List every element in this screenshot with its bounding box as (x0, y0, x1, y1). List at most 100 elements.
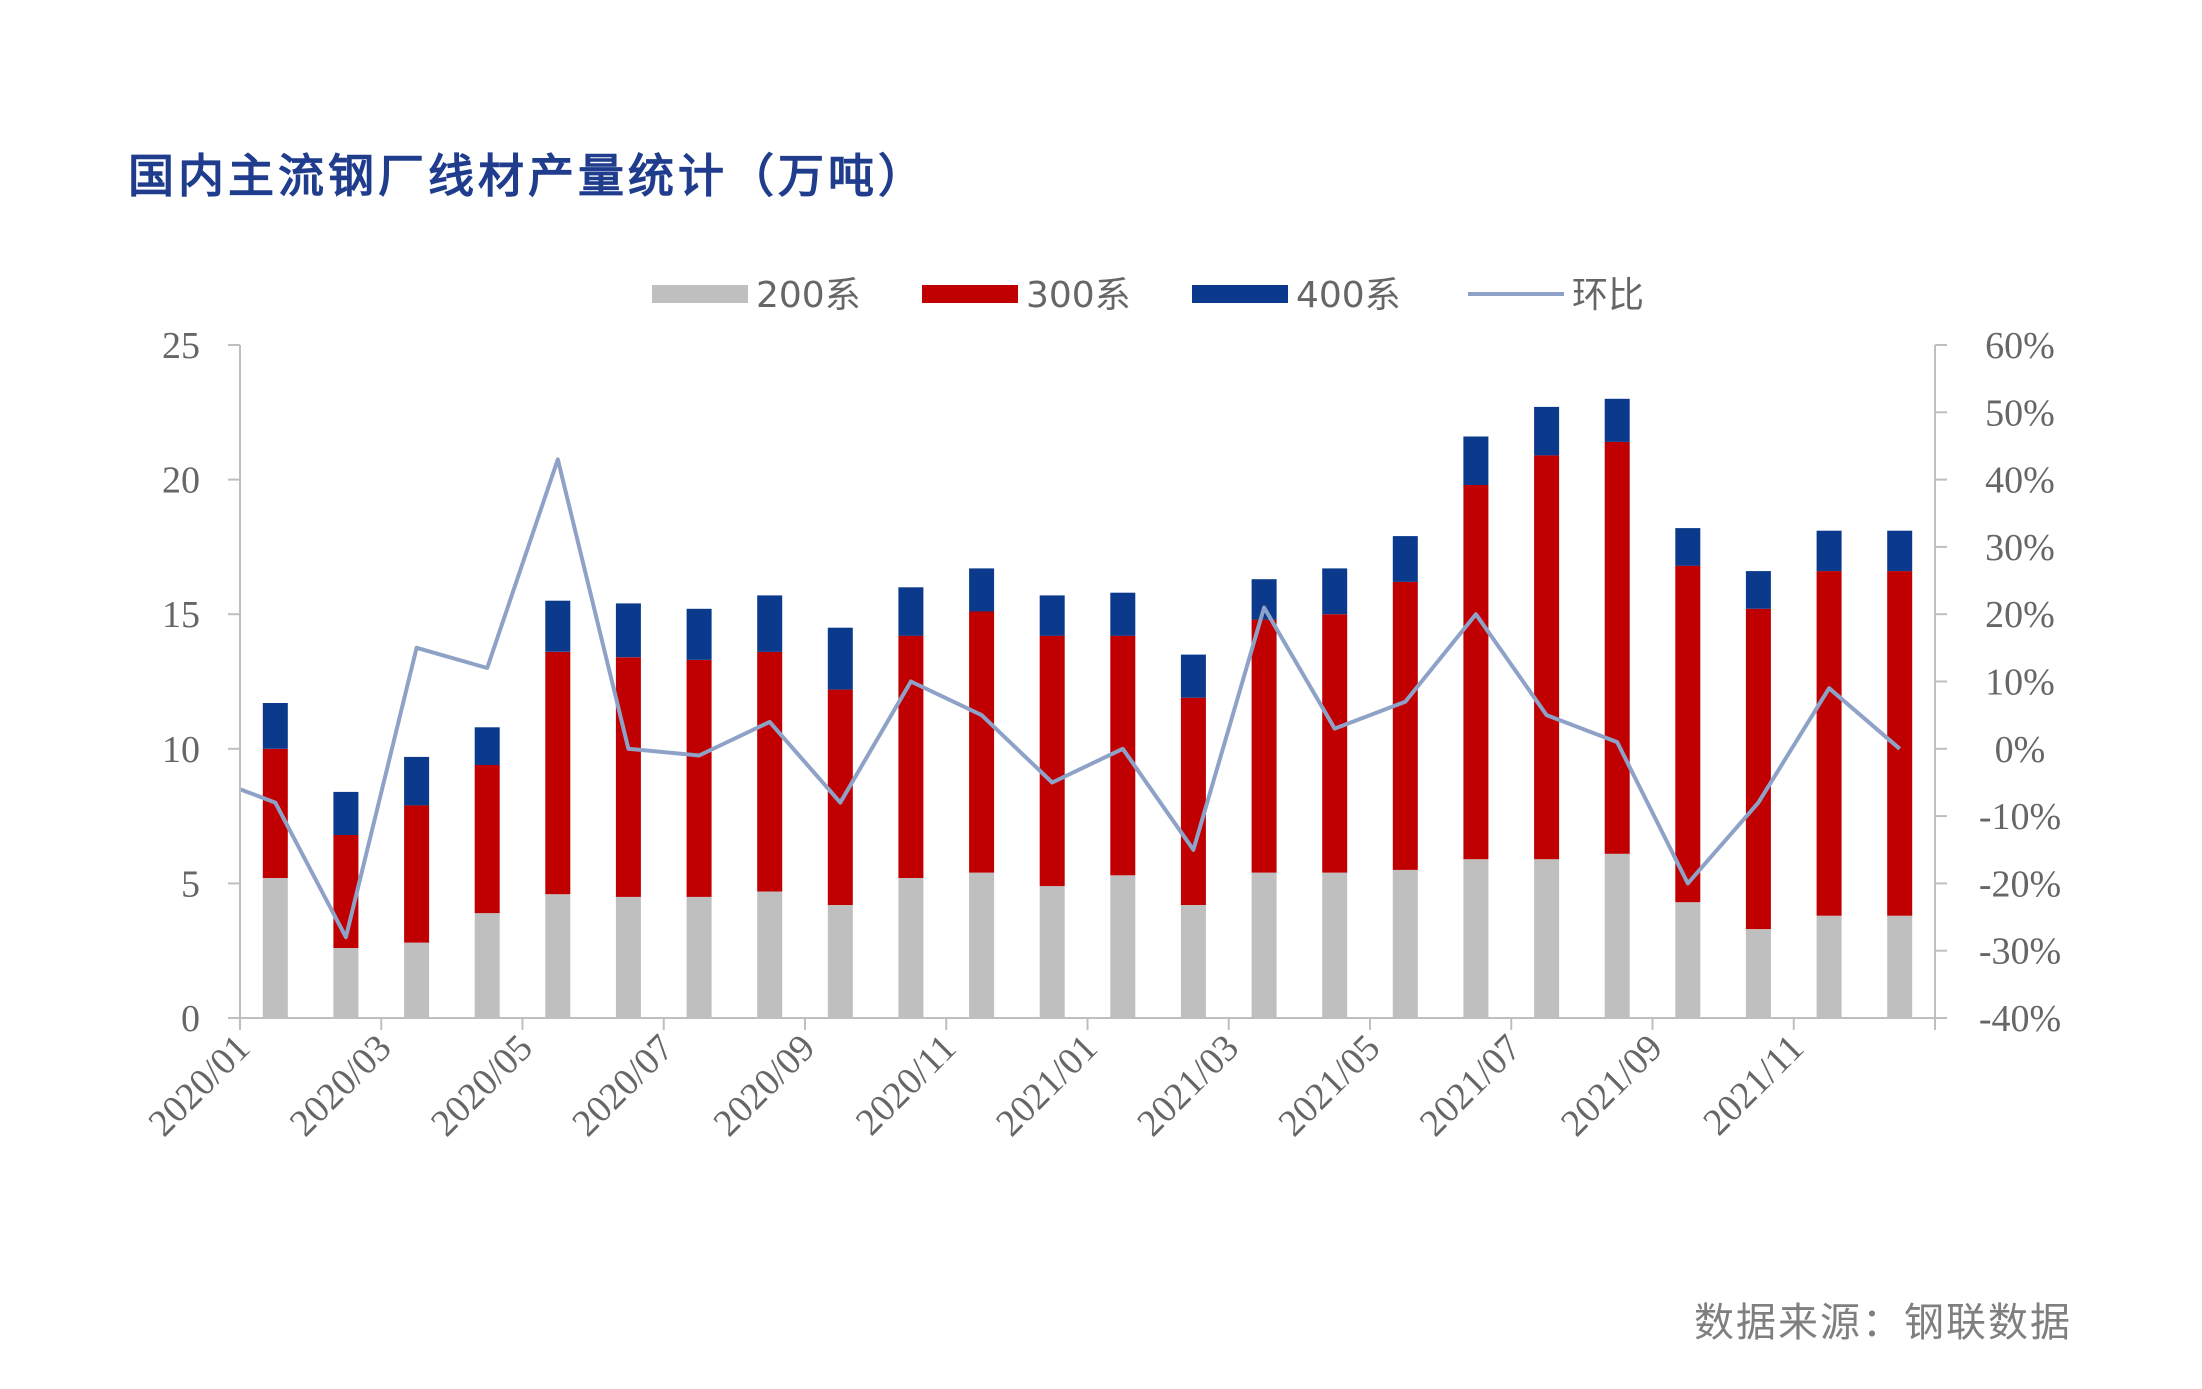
bar-300系-2020/12 (1039, 635, 1065, 887)
page-title: 国内主流钢厂线材产量统计（万吨） (128, 149, 928, 203)
bar-400系-2021/04 (1322, 568, 1348, 615)
bar-300系-2021/02 (1180, 697, 1206, 905)
bar-200系-2021/12 (1887, 915, 1913, 1018)
legend-label-300系: 300系 (1026, 275, 1131, 316)
left-tick-label: 20 (162, 460, 200, 502)
bar-400系-2021/08 (1604, 398, 1630, 442)
bar-300系-2020/04 (474, 765, 500, 914)
bar-400系-2020/11 (969, 568, 995, 612)
bar-300系-2020/08 (757, 651, 783, 892)
legend-swatch-400系 (1192, 285, 1288, 303)
x-tick-label: 2020/03 (282, 1027, 400, 1145)
bar-300系-2021/06 (1463, 485, 1489, 860)
axes: 0 5 10 15 20 25 -40% -30% -20% -10% 0% 10% 20% 30% 40%… (141, 325, 2062, 1144)
bar-200系-2020/02 (333, 948, 359, 1018)
legend-swatch-300系 (922, 285, 1018, 303)
right-tick-label: 60% (1985, 325, 2055, 367)
bar-200系-2020/01 (262, 878, 288, 1018)
right-tick-label: -40% (1979, 998, 2061, 1040)
bar-300系-2020/05 (545, 651, 571, 895)
bar-200系-2020/04 (474, 913, 500, 1018)
x-tick-label: 2020/07 (564, 1027, 682, 1145)
bar-400系-2021/10 (1745, 571, 1771, 609)
bar-200系-2020/12 (1039, 886, 1065, 1018)
bar-300系-2020/07 (686, 660, 712, 897)
bar-200系-2020/08 (757, 891, 783, 1018)
bar-400系-2021/05 (1392, 536, 1418, 582)
legend-label-400系: 400系 (1296, 275, 1401, 316)
left-tick-label: 25 (162, 325, 200, 367)
x-tick-label: 2020/09 (706, 1027, 824, 1145)
bar-200系-2021/01 (1110, 875, 1136, 1018)
bar-400系-2021/02 (1180, 654, 1206, 698)
bar-200系-2021/07 (1534, 859, 1560, 1018)
bar-400系-2021/06 (1463, 436, 1489, 485)
bar-200系-2020/10 (898, 878, 924, 1018)
bar-400系-2020/06 (615, 603, 641, 658)
right-tick-label: 10% (1985, 662, 2055, 704)
bar-400系-2020/08 (757, 595, 783, 652)
right-tick-label: 50% (1985, 392, 2055, 434)
line-环比 (239, 457, 1902, 940)
bar-300系-2021/10 (1745, 608, 1771, 930)
bar-300系-2021/11 (1816, 571, 1842, 916)
x-tick-label: 2021/07 (1412, 1027, 1530, 1145)
bar-400系-2021/11 (1816, 530, 1842, 572)
bar-400系-2021/12 (1887, 530, 1913, 572)
bar-200系-2021/10 (1745, 929, 1771, 1018)
x-tick-label: 2021/11 (1695, 1027, 1812, 1144)
bar-200系-2021/06 (1463, 859, 1489, 1018)
bar-400系-2020/05 (545, 600, 571, 652)
line-series (239, 457, 1902, 940)
bar-300系-2021/08 (1604, 441, 1630, 854)
bar-200系-2021/11 (1816, 915, 1842, 1018)
bar-400系-2020/01 (262, 703, 288, 749)
right-tick-label: 40% (1985, 460, 2055, 502)
right-tick-label: -10% (1979, 796, 2061, 838)
bar-200系-2021/03 (1251, 872, 1277, 1018)
bar-400系-2021/01 (1110, 592, 1136, 636)
bar-200系-2021/09 (1675, 902, 1701, 1018)
x-tick-label: 2020/11 (848, 1027, 965, 1144)
bar-300系-2021/05 (1392, 581, 1418, 870)
bar-400系-2020/02 (333, 791, 359, 835)
bar-300系-2020/01 (262, 748, 288, 878)
x-tick-label: 2021/05 (1271, 1027, 1389, 1145)
bar-300系-2020/06 (615, 657, 641, 897)
bar-300系-2020/09 (827, 689, 853, 905)
bar-400系-2021/07 (1534, 406, 1560, 456)
bar-200系-2020/03 (404, 942, 430, 1018)
bar-300系-2020/11 (969, 611, 995, 873)
bar-200系-2020/09 (827, 904, 853, 1018)
bar-300系-2020/10 (898, 635, 924, 878)
bar-400系-2021/09 (1675, 528, 1701, 566)
left-tick-label: 15 (162, 594, 200, 636)
x-tick-label: 2021/03 (1129, 1027, 1247, 1145)
left-tick-label: 0 (181, 998, 200, 1040)
right-tick-label: 20% (1985, 594, 2055, 636)
right-tick-label: -30% (1979, 931, 2061, 973)
bar-200系-2021/05 (1392, 869, 1418, 1018)
bar-200系-2021/08 (1604, 853, 1630, 1018)
legend: 200系 300系 400系 环比 (652, 275, 1644, 316)
left-tick-label: 10 (162, 729, 200, 771)
x-tick-label: 2020/05 (423, 1027, 541, 1145)
left-tick-label: 5 (181, 863, 200, 905)
bar-300系-2021/01 (1110, 635, 1136, 876)
legend-swatch-200系 (652, 285, 748, 303)
bar-300系-2021/04 (1322, 614, 1348, 873)
bar-400系-2020/12 (1039, 595, 1065, 636)
bar-300系-2021/03 (1251, 619, 1277, 873)
bar-400系-2020/03 (404, 756, 430, 806)
bar-400系-2020/09 (827, 627, 853, 690)
bar-200系-2020/05 (545, 894, 571, 1018)
legend-label-200系: 200系 (756, 275, 861, 316)
bar-300系-2021/09 (1675, 565, 1701, 903)
right-tick-label: 30% (1985, 527, 2055, 569)
bar-200系-2020/07 (686, 896, 712, 1018)
bar-400系-2020/07 (686, 608, 712, 660)
bar-200系-2020/06 (615, 896, 641, 1018)
x-tick-label: 2021/09 (1553, 1027, 1671, 1145)
bar-200系-2021/04 (1322, 872, 1348, 1018)
